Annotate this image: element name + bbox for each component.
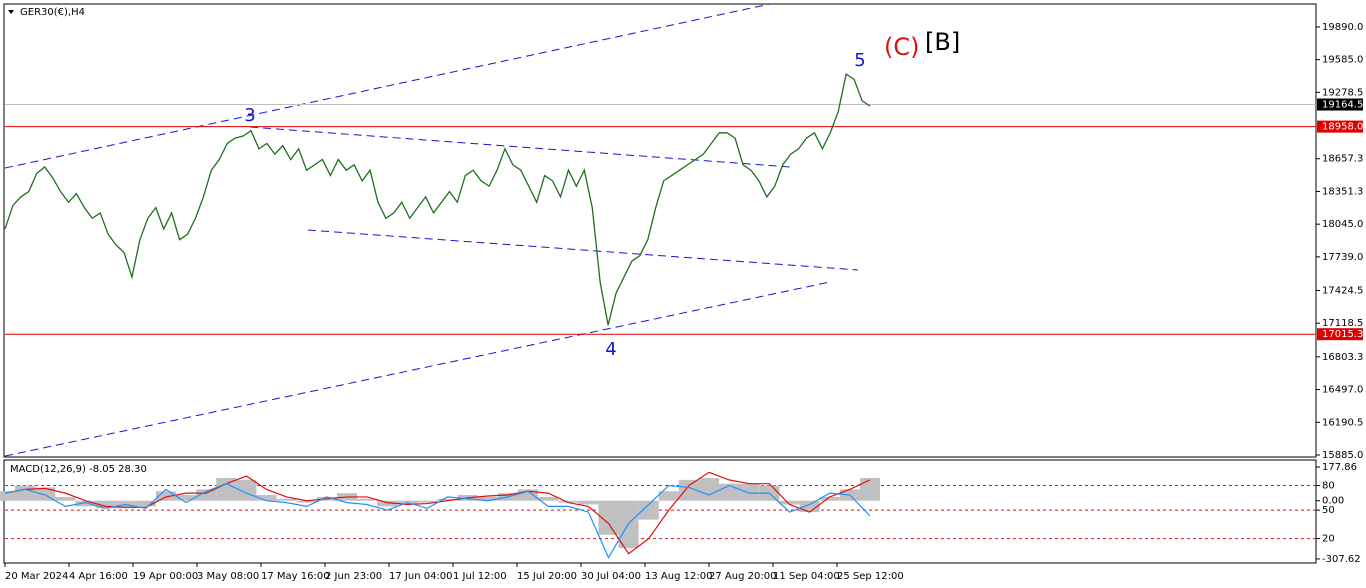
x-tick-label: 27 Aug 20:00 xyxy=(709,571,776,582)
wave-label: 3 xyxy=(244,105,255,126)
macd-bar xyxy=(15,485,36,501)
price-line xyxy=(4,72,871,326)
macd-bar xyxy=(417,500,438,503)
main-panel xyxy=(3,3,1317,458)
chart-title: GER30(€),H4 xyxy=(20,7,85,18)
x-tick-label: 3 May 08:00 xyxy=(197,571,259,582)
level-label: 18958.0 xyxy=(1322,122,1363,133)
y-tick-label: 16803.3 xyxy=(1322,352,1363,363)
y-tick-label: 20 xyxy=(1322,534,1335,545)
macd-bar xyxy=(598,500,619,535)
y-tick-label: 16497.0 xyxy=(1322,385,1363,396)
macd-bar xyxy=(216,477,237,501)
y-tick-label: 18657.3 xyxy=(1322,154,1363,165)
macd-panel xyxy=(3,459,1317,564)
level-label-bg xyxy=(1317,98,1363,111)
channel-upper xyxy=(4,3,771,169)
macd-bar xyxy=(175,495,197,501)
wedge-lower xyxy=(307,229,859,271)
macd-bar xyxy=(517,489,539,501)
level-label-bg xyxy=(1317,120,1363,133)
y-tick-label: 19585.0 xyxy=(1322,55,1363,66)
level-label: 17015.3 xyxy=(1322,329,1363,340)
x-tick-label: 1 Jul 12:00 xyxy=(453,571,507,582)
y-tick-label: 15885.0 xyxy=(1322,450,1363,461)
macd-bar xyxy=(538,496,559,501)
macd-bar xyxy=(699,477,720,501)
y-tick-label: 80 xyxy=(1322,481,1335,492)
x-tick-label: 13 Aug 12:00 xyxy=(645,571,712,582)
macd-bar xyxy=(678,479,700,501)
wave-label: [B] xyxy=(925,28,960,56)
macd-bar xyxy=(638,500,659,520)
x-tick-label: 30 Jul 04:00 xyxy=(581,571,641,582)
collapse-icon[interactable] xyxy=(8,10,14,14)
macd-bar xyxy=(658,491,679,501)
y-tick-label: 0.00 xyxy=(1322,496,1344,507)
macd-bar xyxy=(819,496,840,501)
x-tick-label: 2 Jun 23:00 xyxy=(325,571,382,582)
y-tick-label: 17424.5 xyxy=(1322,285,1363,296)
macd-bar xyxy=(377,500,398,507)
macd-bar xyxy=(155,491,176,501)
macd-bar xyxy=(859,477,881,501)
y-tick-label: 19278.5 xyxy=(1322,87,1363,98)
x-tick-label: 11 Sep 04:00 xyxy=(773,571,840,582)
macd-bar xyxy=(799,500,820,513)
macd-bar xyxy=(558,500,579,503)
macd-line xyxy=(4,483,871,559)
macd-bar xyxy=(437,498,458,501)
macd-bar xyxy=(357,498,378,501)
macd-bar xyxy=(779,500,800,505)
x-tick-label: 20 Mar 2024 xyxy=(5,571,68,582)
y-tick-label: 17739.0 xyxy=(1322,252,1363,263)
y-tick-label: 19890.0 xyxy=(1322,22,1363,33)
macd-bar xyxy=(196,489,217,501)
y-tick-label: 16190.5 xyxy=(1322,417,1363,428)
macd-bar xyxy=(276,498,297,501)
channel-lower xyxy=(4,281,831,457)
y-tick-label: 177.86 xyxy=(1322,462,1357,473)
macd-bar xyxy=(75,500,96,507)
macd-bar xyxy=(135,500,156,507)
x-tick-label: 17 May 16:00 xyxy=(261,571,330,582)
macd-bar xyxy=(0,491,16,501)
wave-label: (C) xyxy=(884,33,919,61)
macd-bar xyxy=(477,496,498,501)
level-label-bg xyxy=(1317,328,1363,341)
wave-label: 5 xyxy=(854,50,865,71)
y-tick-label: -307.62 xyxy=(1322,554,1361,565)
macd-title: MACD(12,26,9) -8.05 28.30 xyxy=(10,464,147,475)
level-label: 19164.5 xyxy=(1322,100,1363,111)
macd-bar xyxy=(296,500,317,503)
x-tick-label: 25 Sep 12:00 xyxy=(837,571,904,582)
macd-bar xyxy=(95,500,116,509)
macd-bar xyxy=(739,483,760,501)
y-tick-label: 50 xyxy=(1322,505,1335,516)
y-tick-label: 17118.5 xyxy=(1322,318,1363,329)
y-tick-label: 18045.0 xyxy=(1322,219,1363,230)
trend-lines xyxy=(4,3,859,457)
x-tick-label: 4 Apr 16:00 xyxy=(69,571,128,582)
x-tick-label: 19 Apr 00:00 xyxy=(133,571,198,582)
macd-bar xyxy=(55,496,76,501)
macd-bar xyxy=(578,500,599,505)
x-tick-label: 17 Jun 04:00 xyxy=(389,571,453,582)
wave-label: 4 xyxy=(605,339,616,360)
macd-bar xyxy=(256,495,277,501)
x-tick-label: 15 Jul 20:00 xyxy=(517,571,577,582)
y-tick-label: 18351.3 xyxy=(1322,186,1363,197)
